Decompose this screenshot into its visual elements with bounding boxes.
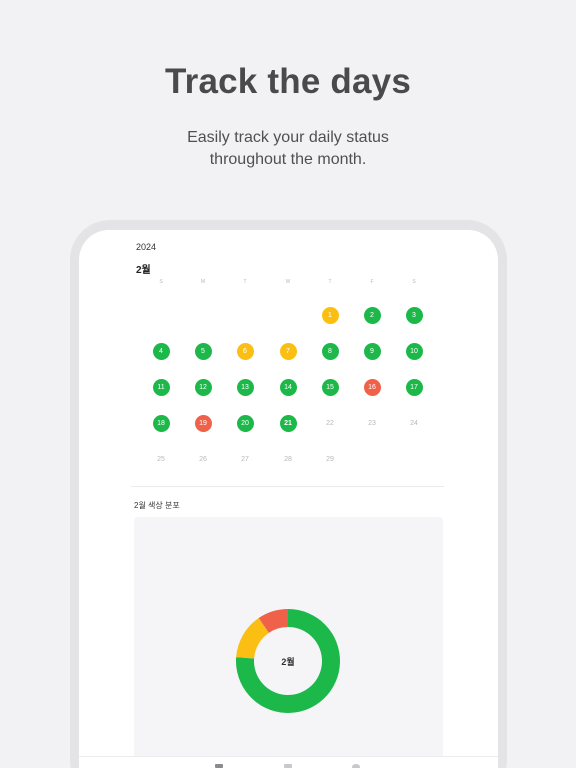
calendar-day[interactable]: 26 — [199, 455, 207, 463]
donut-slice-red — [258, 609, 288, 633]
settings-icon[interactable] — [352, 764, 360, 768]
calendar-day[interactable]: 29 — [326, 455, 334, 463]
calendar-day[interactable]: 13 — [236, 378, 254, 396]
calendar-day[interactable]: 22 — [326, 419, 334, 427]
calendar-day[interactable]: 14 — [279, 378, 297, 396]
subline-line-1: Easily track your daily status — [187, 129, 389, 146]
calendar-day[interactable]: 28 — [284, 455, 292, 463]
distribution-title: 2월 색상 분포 — [134, 501, 180, 510]
calendar-day[interactable]: 1 — [321, 306, 339, 324]
calendar-day[interactable]: 27 — [241, 455, 249, 463]
weekday-label: T — [328, 279, 332, 285]
calendar-day[interactable]: 15 — [321, 378, 339, 396]
calendar-day[interactable]: 24 — [410, 419, 418, 427]
calendar-day[interactable]: 7 — [279, 342, 297, 360]
calendar-day[interactable]: 23 — [368, 419, 376, 427]
donut-slice-green — [236, 609, 340, 713]
calendar-day[interactable]: 16 — [363, 378, 381, 396]
donut-center-label: 2월 — [281, 657, 295, 667]
calendar-month: 2월 — [136, 265, 151, 276]
weekday-label: T — [243, 279, 247, 285]
weekday-label: M — [200, 279, 206, 285]
calendar-icon[interactable] — [215, 764, 223, 768]
calendar-day[interactable]: 25 — [157, 455, 165, 463]
donut-slice-yellow — [236, 618, 269, 659]
calendar-day[interactable]: 2 — [363, 306, 381, 324]
weekday-label: S — [159, 279, 163, 285]
calendar-day[interactable]: 4 — [152, 342, 170, 360]
calendar-day[interactable]: 8 — [321, 342, 339, 360]
weekday-label: W — [285, 279, 291, 285]
calendar-year: 2024 — [136, 242, 157, 252]
grid-icon[interactable] — [284, 764, 292, 768]
calendar-day[interactable]: 9 — [363, 342, 381, 360]
tab-bar — [79, 756, 498, 768]
calendar-day[interactable]: 11 — [152, 378, 170, 396]
calendar-day[interactable]: 18 — [152, 414, 170, 432]
calendar-day[interactable]: 20 — [236, 414, 254, 432]
subline: Easily track your daily status throughou… — [0, 127, 576, 171]
calendar-day[interactable]: 19 — [194, 414, 212, 432]
subline-line-2: throughout the month. — [209, 151, 367, 168]
distribution-chart-card: 2월 — [134, 517, 443, 768]
calendar-day[interactable]: 21 — [279, 414, 297, 432]
calendar-day[interactable]: 17 — [405, 378, 423, 396]
calendar-day[interactable]: 6 — [236, 342, 254, 360]
calendar-day[interactable]: 12 — [194, 378, 212, 396]
weekday-label: S — [412, 279, 416, 285]
calendar-day[interactable]: 10 — [405, 342, 423, 360]
headline: Track the days — [165, 62, 411, 101]
donut-chart — [236, 609, 340, 713]
section-divider — [131, 486, 444, 487]
weekday-label: F — [370, 279, 374, 285]
calendar-day[interactable]: 5 — [194, 342, 212, 360]
calendar-day[interactable]: 3 — [405, 306, 423, 324]
